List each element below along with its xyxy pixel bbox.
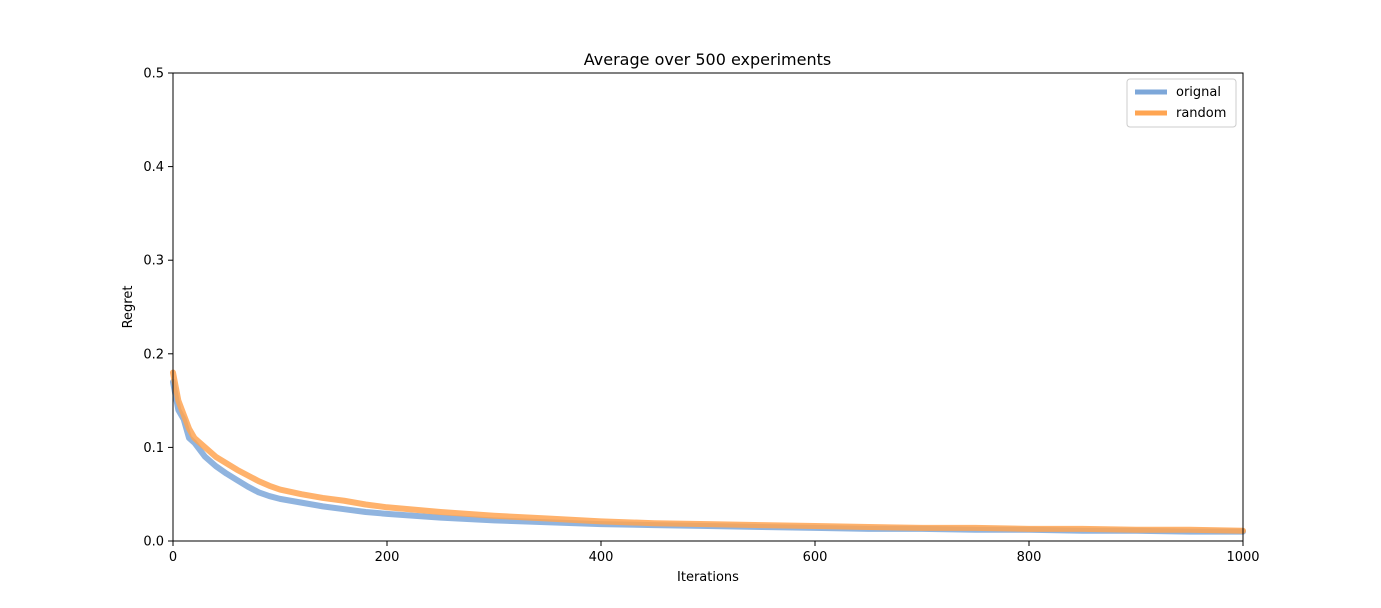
y-axis: 0.0 0.1 0.2 0.3 0.4 0.5 bbox=[143, 67, 173, 550]
legend-label-random: random bbox=[1176, 106, 1226, 121]
x-axis: 0 200 400 600 800 1000 bbox=[169, 541, 1260, 565]
legend-label-orignal: orignal bbox=[1176, 85, 1221, 100]
y-tick-label: 0.4 bbox=[143, 160, 164, 175]
y-tick-label: 0.0 bbox=[143, 535, 164, 550]
plot-frame bbox=[172, 72, 1244, 542]
y-tick-label: 0.3 bbox=[143, 254, 164, 269]
chart-title: Average over 500 experiments bbox=[584, 50, 831, 69]
x-axis-label: Iterations bbox=[677, 570, 739, 585]
x-tick-label: 400 bbox=[589, 550, 614, 565]
x-tick-label: 1000 bbox=[1226, 550, 1259, 565]
x-tick-label: 600 bbox=[803, 550, 828, 565]
series-layer bbox=[170, 369, 1246, 535]
x-tick-label: 0 bbox=[169, 550, 177, 565]
x-tick-label: 200 bbox=[375, 550, 400, 565]
y-tick-label: 0.1 bbox=[143, 441, 164, 456]
legend: orignal random bbox=[1126, 78, 1237, 128]
y-axis-label: Regret bbox=[121, 286, 136, 329]
series-line-random bbox=[170, 369, 1246, 534]
x-tick-label: 800 bbox=[1017, 550, 1042, 565]
y-tick-label: 0.2 bbox=[143, 347, 164, 362]
y-tick-label: 0.5 bbox=[143, 67, 164, 82]
